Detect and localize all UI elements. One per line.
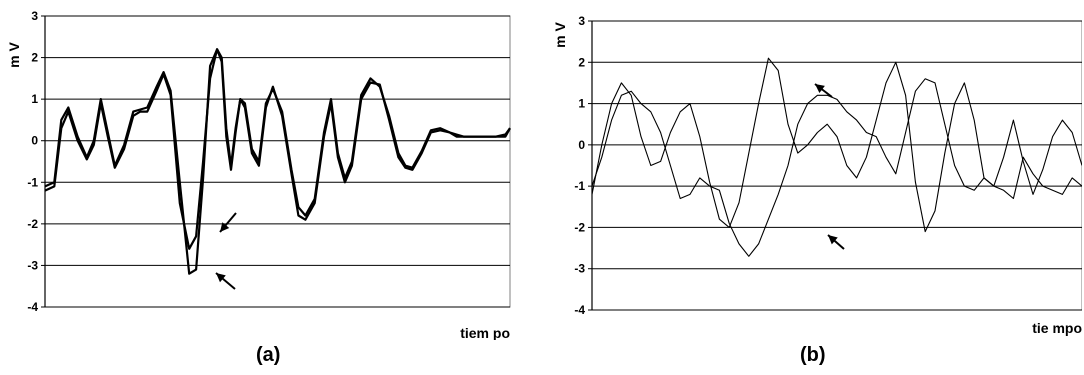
y-tick-label: 0 (578, 138, 585, 152)
annotation-arrowhead (815, 84, 825, 94)
y-tick-label: -2 (27, 217, 38, 231)
series-line (591, 78, 1082, 257)
y-axis-label: m V (552, 22, 568, 48)
series-line (44, 48, 511, 275)
annotation-arrowhead (828, 235, 838, 245)
chart-panel-b: m V tie mpo 3 2 1 0 -1 -2 -3 -4 (552, 14, 1082, 336)
y-tick-label: -3 (574, 262, 585, 276)
annotation-arrowhead (216, 273, 226, 283)
x-axis-label: tie mpo (1032, 320, 1082, 336)
y-axis-label: m V (6, 42, 22, 68)
y-tick-label: -1 (27, 175, 38, 189)
y-tick-label: -4 (574, 303, 585, 317)
y-tick-label: -4 (27, 300, 38, 314)
series-line (44, 48, 511, 250)
x-axis-label: tiem po (460, 325, 510, 340)
y-tick-label: -2 (574, 220, 585, 234)
y-tick-label: 2 (31, 51, 38, 65)
y-tick-label: 1 (578, 97, 585, 111)
caption-b: (b) (800, 344, 826, 366)
annotation-arrowhead (220, 222, 230, 232)
y-tick-label: 1 (31, 92, 38, 106)
y-tick-label: 0 (31, 134, 38, 148)
chart-panel-a: m V tiem po 3 2 1 0 -1 -2 -3 -4 (6, 9, 511, 340)
y-tick-label: 3 (578, 14, 585, 28)
y-tick-label: 2 (578, 55, 585, 69)
plot-frame (591, 20, 1082, 311)
y-tick-label: 3 (31, 9, 38, 23)
series-line (591, 57, 1082, 233)
y-tick-label: -1 (574, 179, 585, 193)
y-tick-label: -3 (27, 258, 38, 272)
caption-a: (a) (256, 344, 281, 366)
